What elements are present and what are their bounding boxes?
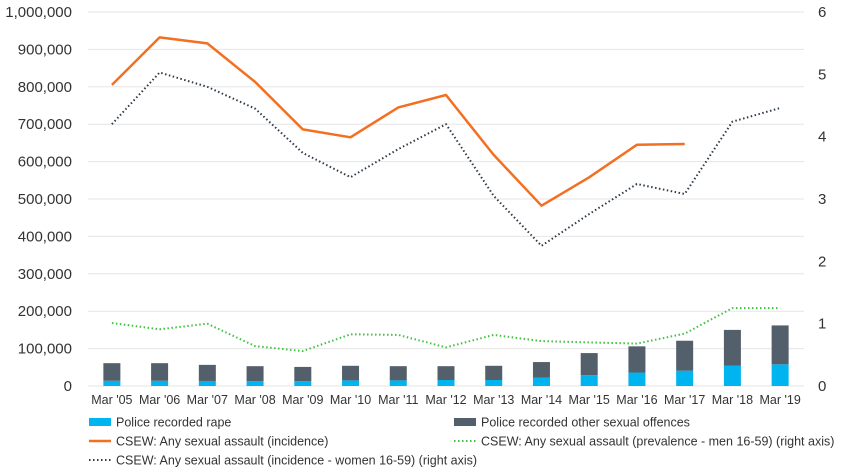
x-tick-label: Mar '08 <box>234 393 275 407</box>
left-tick-label: 900,000 <box>18 41 72 58</box>
bar-police-recorded-other-sexual-offences <box>342 365 360 381</box>
bar-police-recorded-other-sexual-offences <box>103 363 121 381</box>
bar-police-recorded-rape <box>723 365 741 386</box>
left-tick-label: 100,000 <box>18 341 72 358</box>
line-csew-any-sexual-assault-prevalence-men-16-59-right-axis <box>111 307 781 353</box>
bar-police-recorded-other-sexual-offences <box>485 365 503 381</box>
legend-label: CSEW: Any sexual assault (incidence) <box>116 435 328 449</box>
right-tick-label: 6 <box>818 4 826 21</box>
x-tick-label: Mar '11 <box>378 393 418 407</box>
bar-police-recorded-other-sexual-offences <box>580 353 598 376</box>
bar-police-recorded-rape <box>532 377 550 386</box>
right-axis-ticks: 0 1 2 3 4 5 6 <box>818 4 826 395</box>
legend-label: Police recorded other sexual offences <box>481 416 690 430</box>
bar-police-recorded-rape <box>198 380 216 386</box>
left-tick-label: 700,000 <box>18 116 72 133</box>
legend-label: CSEW: Any sexual assault (incidence - wo… <box>116 454 477 468</box>
bar-police-recorded-other-sexual-offences <box>628 346 646 373</box>
bar-police-recorded-rape <box>151 380 169 386</box>
bar-police-recorded-other-sexual-offences <box>532 362 550 378</box>
bar-police-recorded-rape <box>342 380 360 386</box>
bar-police-recorded-other-sexual-offences <box>389 366 407 381</box>
bar-police-recorded-rape <box>771 364 789 386</box>
x-tick-label: Mar '17 <box>664 393 705 407</box>
right-tick-label: 5 <box>818 66 826 83</box>
x-tick-label: Mar '13 <box>473 393 514 407</box>
bar-police-recorded-other-sexual-offences <box>676 340 694 371</box>
bar-police-recorded-rape <box>676 370 694 386</box>
legend-swatch <box>89 418 111 426</box>
x-tick-label: Mar '14 <box>521 393 562 407</box>
x-tick-label: Mar '06 <box>139 393 180 407</box>
legend-label: Police recorded rape <box>116 416 231 430</box>
right-tick-label: 3 <box>818 191 826 208</box>
right-tick-label: 1 <box>818 316 826 333</box>
bar-police-recorded-other-sexual-offences <box>723 329 741 366</box>
line-csew-any-sexual-assault-incidence <box>111 36 685 207</box>
left-tick-label: 200,000 <box>18 303 72 320</box>
x-tick-label: Mar '09 <box>282 393 323 407</box>
x-tick-label: Mar '19 <box>759 393 800 407</box>
legend: Police recorded rape Police recorded othe… <box>89 416 834 468</box>
x-tick-label: Mar '15 <box>569 393 610 407</box>
x-tick-label: Mar '07 <box>187 393 228 407</box>
line-csew-any-sexual-assault-incidence-women-16-59-right-axis <box>111 71 781 247</box>
bar-police-recorded-other-sexual-offences <box>771 325 789 365</box>
left-axis-ticks: 0 100,000 200,000 300,000 400,000 500,000 600,… <box>5 4 72 395</box>
bar-police-recorded-other-sexual-offences <box>151 363 169 381</box>
left-tick-label: 800,000 <box>18 79 72 96</box>
gridlines <box>88 11 804 387</box>
bar-police-recorded-other-sexual-offences <box>198 364 216 381</box>
bar-police-recorded-rape <box>628 372 646 386</box>
bar-police-recorded-other-sexual-offences <box>437 366 455 381</box>
bar-police-recorded-other-sexual-offences <box>294 366 312 382</box>
legend-label: CSEW: Any sexual assault (prevalence - m… <box>481 435 834 449</box>
bar-police-recorded-rape <box>437 380 455 386</box>
x-tick-label: Mar '18 <box>712 393 753 407</box>
x-tick-label: Mar '16 <box>616 393 657 407</box>
left-tick-label: 0 <box>64 378 72 395</box>
bar-series <box>103 325 789 386</box>
bar-police-recorded-rape <box>294 381 312 386</box>
left-tick-label: 300,000 <box>18 266 72 283</box>
x-tick-label: Mar '05 <box>91 393 132 407</box>
bar-police-recorded-other-sexual-offences <box>246 366 264 382</box>
left-tick-label: 600,000 <box>18 154 72 171</box>
x-axis-ticks: Mar '05 Mar '06 Mar '07 Mar '08 Mar '09 Mar '… <box>91 393 801 407</box>
line-series <box>111 36 781 353</box>
bar-police-recorded-rape <box>103 380 121 386</box>
left-tick-label: 500,000 <box>18 191 72 208</box>
bar-police-recorded-rape <box>580 375 598 386</box>
bar-police-recorded-rape <box>485 380 503 386</box>
right-tick-label: 0 <box>818 378 826 395</box>
right-tick-label: 4 <box>818 129 826 146</box>
left-tick-label: 1,000,000 <box>5 4 72 21</box>
right-tick-label: 2 <box>818 253 826 270</box>
legend-swatch <box>454 418 476 426</box>
left-tick-label: 400,000 <box>18 228 72 245</box>
bar-police-recorded-rape <box>389 380 407 386</box>
bar-police-recorded-rape <box>246 381 264 386</box>
x-tick-label: Mar '12 <box>425 393 466 407</box>
x-tick-label: Mar '10 <box>330 393 371 407</box>
